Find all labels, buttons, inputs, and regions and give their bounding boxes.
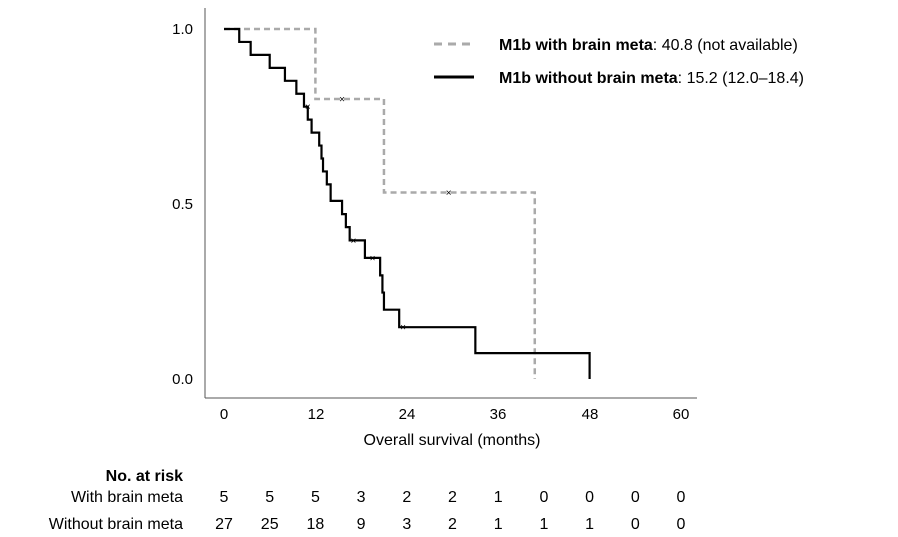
legend-entry-with-brain-meta: M1b with brain meta: 40.8 (not available…: [499, 37, 798, 54]
risk-value: 1: [539, 516, 548, 533]
x-tick-label-1: 12: [308, 406, 325, 423]
risk-value: 3: [357, 489, 366, 506]
legend-series-name: M1b with brain meta: [499, 37, 653, 54]
series-curve-with-brain-meta: [224, 27, 537, 379]
risk-value: 2: [448, 516, 457, 533]
risk-value: 9: [357, 516, 366, 533]
x-tick-label-3: 36: [490, 406, 507, 423]
risk-value: 0: [677, 516, 686, 533]
legend-series-value: : 15.2 (12.0–18.4): [678, 70, 804, 87]
censor-mark: ×: [446, 188, 452, 199]
risk-value: 27: [215, 516, 233, 533]
series-curve-without-brain-meta: [224, 27, 591, 379]
risk-value: 0: [677, 489, 686, 506]
censor-marks: × × × × × ×: [305, 95, 452, 334]
risk-value: 0: [585, 489, 594, 506]
risk-table-values: 5 5 5 3 2 2 1 0 0 0 0 27 25 18 9 3 2 1 1 1 0 0: [215, 489, 685, 533]
risk-value: 1: [494, 516, 503, 533]
risk-value: 5: [220, 489, 229, 506]
risk-value: 18: [307, 516, 325, 533]
legend: M1b with brain meta: 40.8 (not available…: [434, 37, 804, 87]
legend-entry-without-brain-meta: M1b without brain meta: 15.2 (12.0–18.4): [499, 70, 804, 87]
x-tick-label-4: 48: [582, 406, 599, 423]
risk-value: 1: [494, 489, 503, 506]
risk-value: 3: [402, 516, 411, 533]
risk-table: No. at risk With brain meta Without brai…: [49, 468, 686, 533]
censor-mark: ×: [305, 102, 311, 113]
censor-mark: ×: [370, 253, 376, 264]
risk-value: 0: [539, 489, 548, 506]
x-tick-label-0: 0: [220, 406, 228, 423]
risk-value: 5: [265, 489, 274, 506]
x-tick-label-2: 24: [399, 406, 416, 423]
risk-value: 25: [261, 516, 279, 533]
x-tick-label-5: 60: [673, 406, 690, 423]
y-tick-label-2: 1.0: [172, 21, 193, 38]
y-tick-label-1: 0.5: [172, 196, 193, 213]
risk-value: 2: [448, 489, 457, 506]
risk-value: 1: [585, 516, 594, 533]
risk-row-label-with-brain-meta: With brain meta: [71, 489, 183, 506]
y-tick-label-0: 0.0: [172, 371, 193, 388]
x-axis-title: Overall survival (months): [364, 432, 541, 449]
censor-mark: ×: [351, 236, 357, 247]
censor-mark: ×: [400, 323, 406, 334]
risk-row-label-without-brain-meta: Without brain meta: [49, 516, 183, 533]
risk-value: 0: [631, 489, 640, 506]
risk-value: 5: [311, 489, 320, 506]
risk-table-title: No. at risk: [106, 468, 183, 485]
censor-mark: ×: [339, 95, 345, 106]
legend-series-value: : 40.8 (not available): [653, 37, 798, 54]
legend-series-name: M1b without brain meta: [499, 70, 678, 87]
risk-value: 2: [402, 489, 411, 506]
risk-value: 0: [631, 516, 640, 533]
